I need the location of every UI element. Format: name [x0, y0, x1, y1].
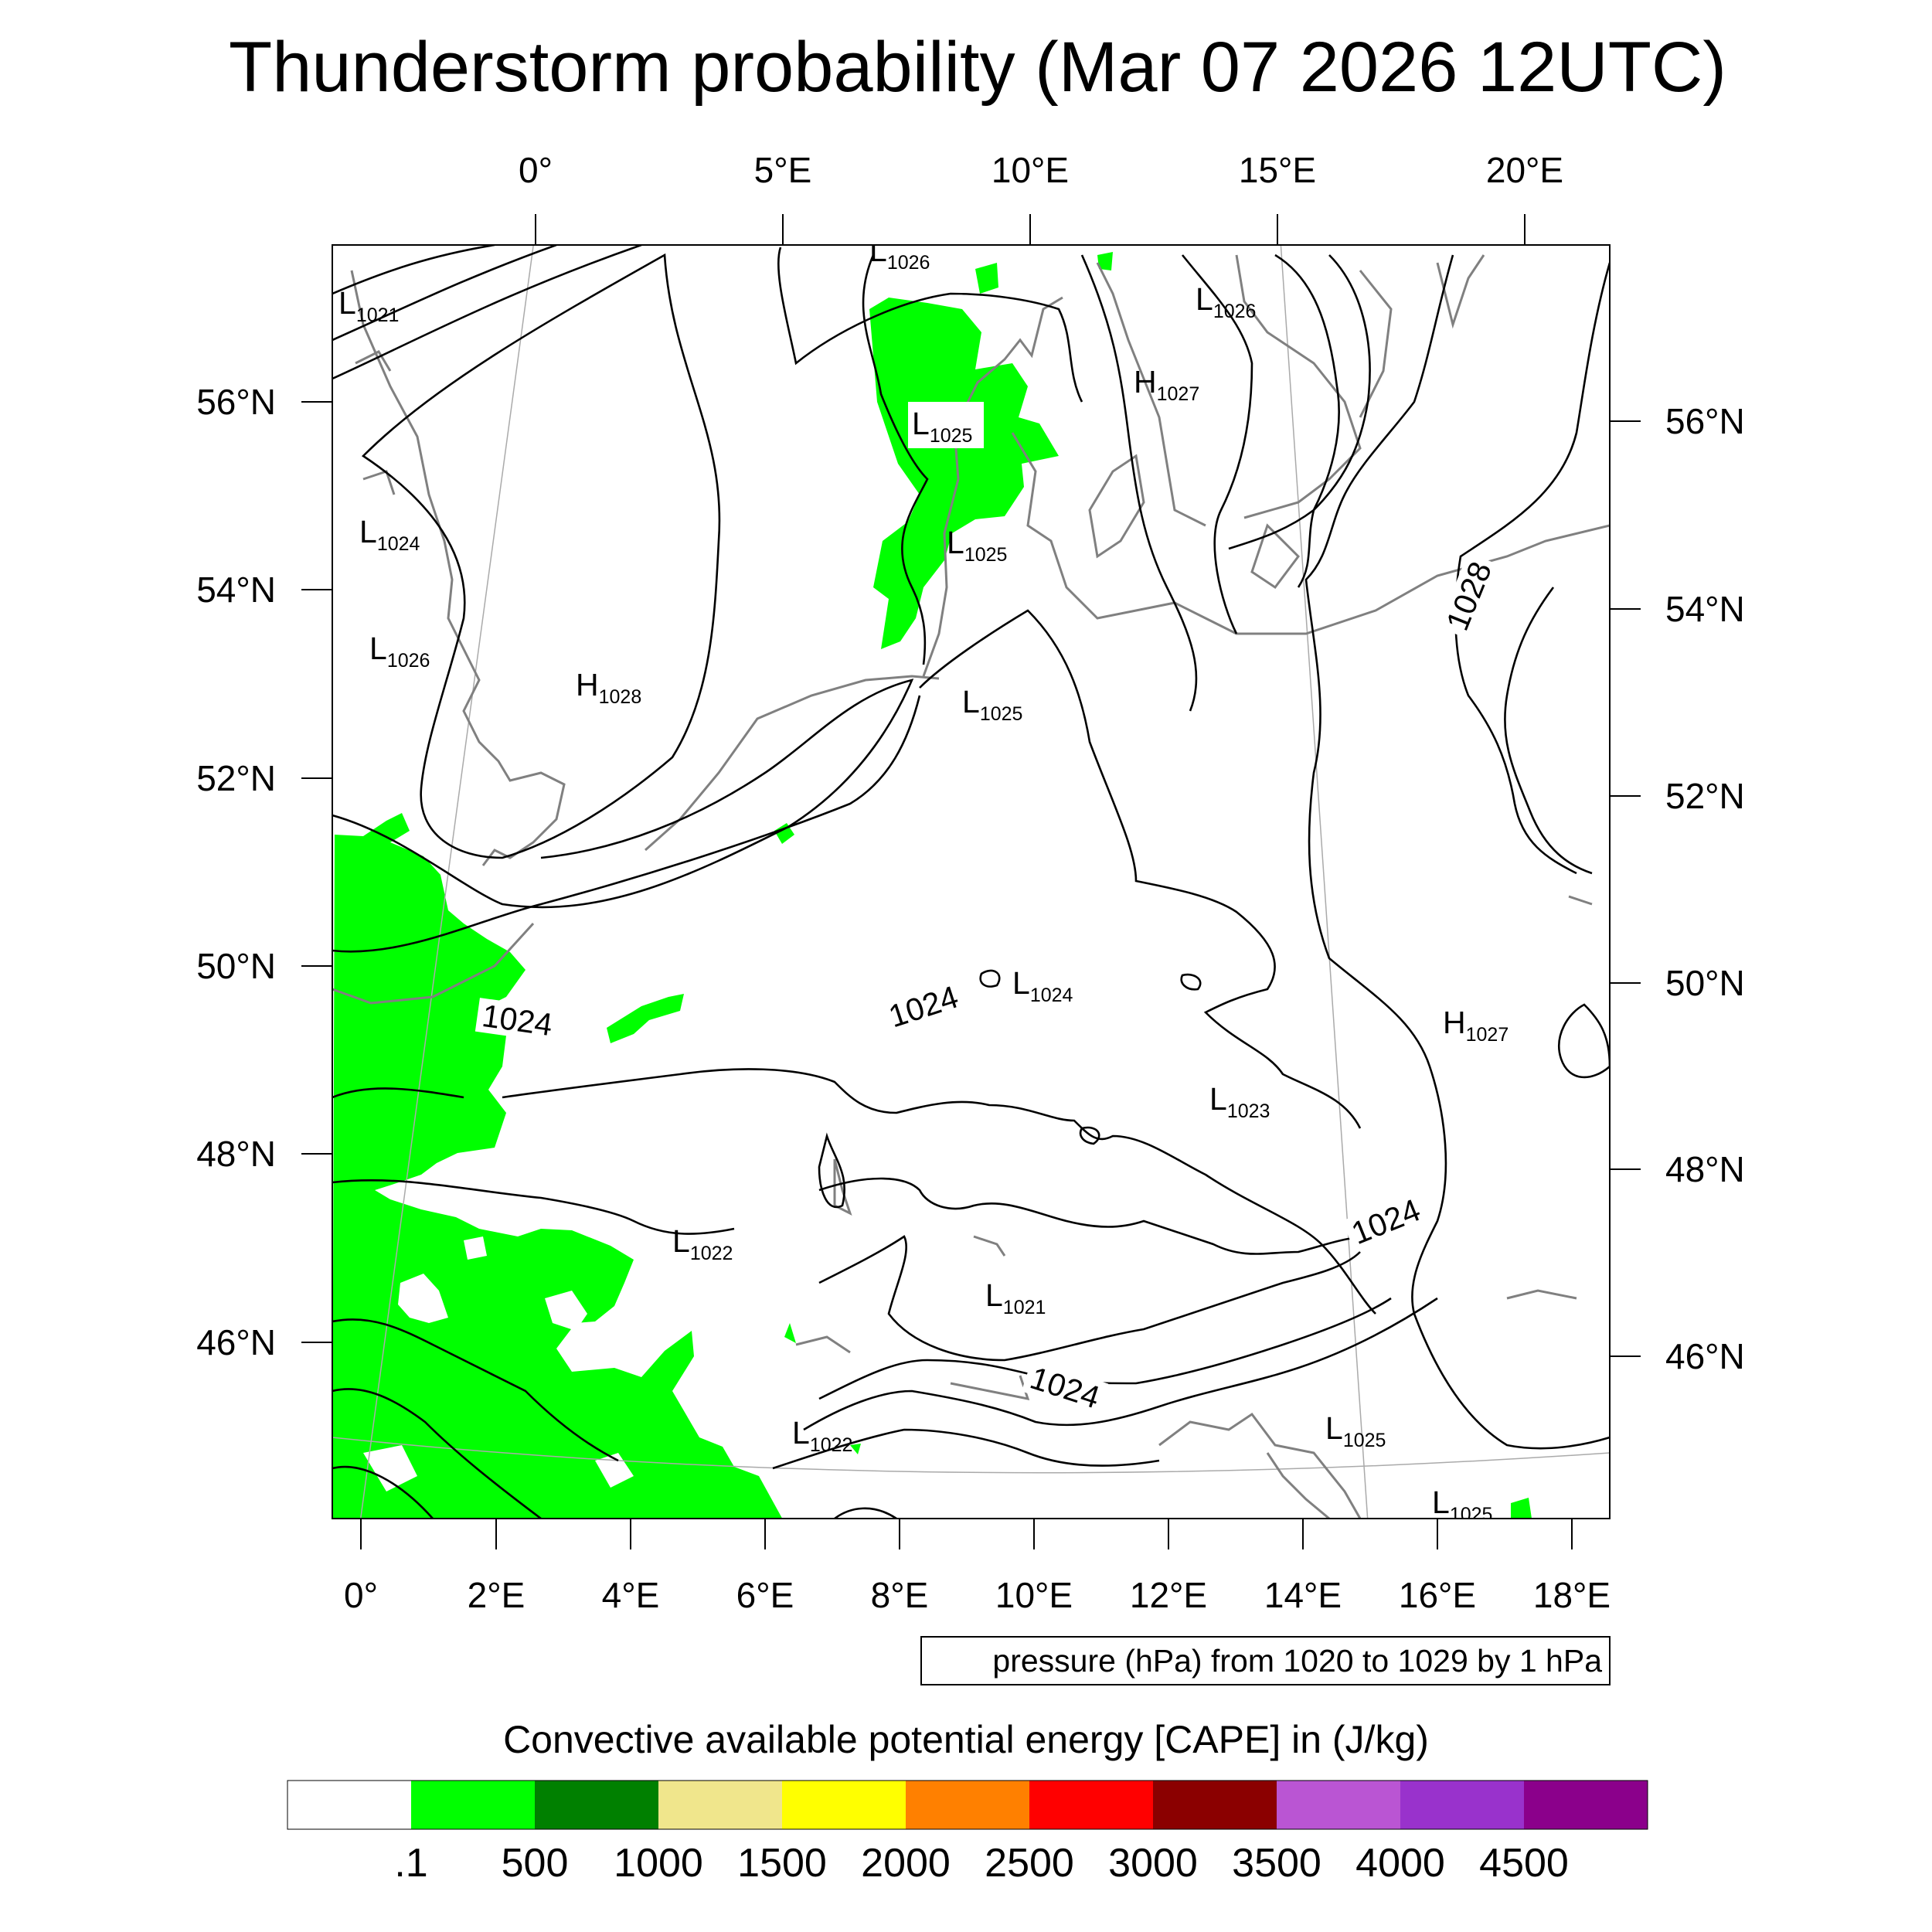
colorbar-label: 4000: [1355, 1841, 1445, 1886]
pressure-center: L1024: [1012, 965, 1073, 1006]
cape-gaps: [363, 1236, 634, 1492]
colorbar-label: 1000: [614, 1841, 703, 1886]
colorbar-swatch: [1029, 1781, 1153, 1829]
colorbar-swatch: [1400, 1781, 1524, 1829]
colorbar-swatch: [535, 1781, 658, 1829]
lat-label-left: 46°N: [196, 1322, 276, 1362]
lat-label-right: 56°N: [1665, 401, 1745, 441]
colorbar-swatch: [782, 1781, 906, 1829]
cape-shading: [332, 252, 1532, 1519]
map-frame: [332, 244, 1611, 1519]
lon-label-top: 5°E: [754, 150, 812, 190]
colorbar-swatch: [906, 1781, 1029, 1829]
pressure-center: L1022: [672, 1223, 733, 1264]
pressure-center: L1024: [359, 514, 420, 555]
lat-label-left: 56°N: [196, 382, 276, 422]
map-title: Thunderstorm probability (Mar 07 2026 12…: [229, 28, 1726, 107]
lon-label-bottom: 12°E: [1130, 1575, 1207, 1615]
lon-label-bottom: 6°E: [736, 1575, 794, 1615]
colorbar-swatches: [287, 1781, 1648, 1829]
lon-label-top: 20°E: [1486, 150, 1563, 190]
pressure-center: L1025: [962, 684, 1022, 725]
pressure-center: L1025: [1432, 1485, 1492, 1526]
pressure-center: L1025: [1325, 1410, 1386, 1451]
left-latitude-axis: 56°N 54°N 52°N 50°N 48°N 46°N: [196, 382, 332, 1362]
lon-label-bottom: 2°E: [468, 1575, 526, 1615]
coastlines: [332, 254, 1610, 1519]
pressure-center: L1025: [947, 525, 1007, 566]
colorbar-label: 2000: [861, 1841, 951, 1886]
colorbar: Convective available potential energy [C…: [287, 1718, 1648, 1886]
pressure-center: H1028: [576, 667, 641, 708]
pressure-center: L1021: [985, 1277, 1046, 1318]
lon-label-bottom: 14°E: [1264, 1575, 1342, 1615]
colorbar-label: 500: [502, 1841, 569, 1886]
pressure-center: L1026: [369, 631, 430, 672]
pressure-center: L1025: [912, 406, 972, 447]
lat-label-left: 50°N: [196, 946, 276, 986]
bottom-longitude-axis: 0° 2°E 4°E 6°E 8°E 10°E 12°E 14°E 16°E 1…: [344, 1519, 1611, 1615]
lon-label-bottom: 4°E: [602, 1575, 660, 1615]
colorbar-swatch: [658, 1781, 782, 1829]
colorbar-label: 2500: [985, 1841, 1074, 1886]
pressure-center: H1027: [1443, 1005, 1509, 1046]
lon-label-bottom: 10°E: [995, 1575, 1073, 1615]
pressure-center: H1027: [1134, 364, 1199, 405]
pressure-center: L1021: [338, 285, 399, 326]
colorbar-swatch: [1277, 1781, 1400, 1829]
colorbar-swatch: [1524, 1781, 1648, 1829]
colorbar-label: 4500: [1479, 1841, 1569, 1886]
graticule: [332, 245, 1610, 1519]
lat-label-right: 46°N: [1665, 1336, 1745, 1376]
colorbar-label: 1500: [737, 1841, 827, 1886]
pressure-center: L1022: [792, 1415, 852, 1456]
lat-label-right: 52°N: [1665, 776, 1745, 816]
pressure-center: L1026: [869, 233, 930, 274]
lon-label-top: 0°: [519, 150, 553, 190]
lon-label-bottom: 16°E: [1399, 1575, 1476, 1615]
pressure-center: L1023: [1209, 1081, 1270, 1122]
colorbar-label: 3000: [1108, 1841, 1198, 1886]
pressure-center-labels: L1026 L1021 L1026 H1027 L1025 L1024 L102…: [338, 233, 1509, 1526]
right-latitude-axis: 56°N 54°N 52°N 50°N 48°N 46°N: [1610, 401, 1745, 1376]
colorbar-title: Convective available potential energy [C…: [503, 1718, 1429, 1761]
colorbar-swatch: [287, 1781, 411, 1829]
top-longitude-axis: 0° 5°E 10°E 15°E 20°E: [519, 150, 1563, 245]
lat-label-right: 54°N: [1665, 589, 1745, 629]
lon-label-bottom: 8°E: [871, 1575, 929, 1615]
contour-info-box: pressure (hPa) from 1020 to 1029 by 1 hP…: [920, 1636, 1611, 1685]
lat-label-left: 54°N: [196, 570, 276, 610]
lat-label-right: 48°N: [1665, 1149, 1745, 1189]
lon-label-top: 15°E: [1239, 150, 1316, 190]
lat-label-right: 50°N: [1665, 963, 1745, 1003]
lon-label-bottom: 18°E: [1533, 1575, 1611, 1615]
contour-info-text: pressure (hPa) from 1020 to 1029 by 1 hP…: [992, 1643, 1602, 1679]
lat-label-left: 48°N: [196, 1134, 276, 1174]
map-area: 1024 1024 1024 1024 1028 L1026 L1021: [332, 233, 1610, 1526]
pressure-center: L1026: [1196, 281, 1256, 322]
colorbar-label: .1: [394, 1841, 427, 1886]
colorbar-swatch: [411, 1781, 535, 1829]
colorbar-swatch: [1153, 1781, 1277, 1829]
colorbar-label: 3500: [1232, 1841, 1321, 1886]
lon-label-top: 10°E: [992, 150, 1069, 190]
lat-label-left: 52°N: [196, 758, 276, 798]
lon-label-bottom: 0°: [344, 1575, 378, 1615]
